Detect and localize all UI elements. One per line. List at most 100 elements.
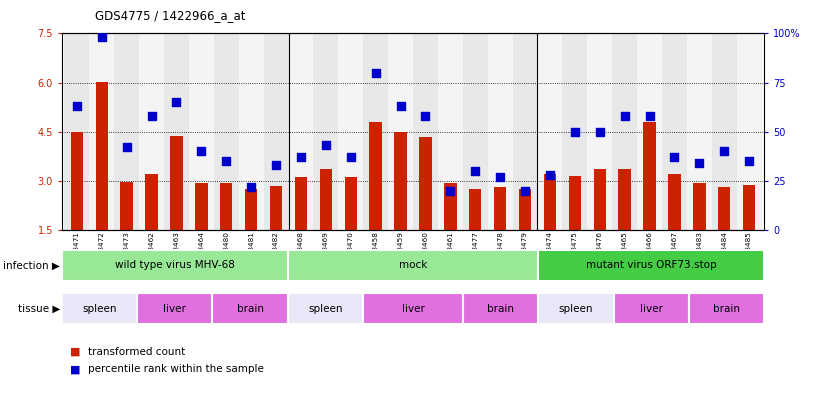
Point [320,142,333,149]
Bar [568,176,581,230]
Bar [263,33,288,230]
Text: GDS4775 / 1422966_a_at: GDS4775 / 1422966_a_at [95,9,245,22]
Bar [687,33,712,230]
Bar [463,293,539,324]
Bar [444,184,457,230]
Text: liver: liver [401,303,425,314]
Point [294,154,307,160]
Bar [189,33,214,230]
Bar [563,33,587,230]
Point [544,172,557,178]
Text: spleen: spleen [558,303,593,314]
Point [344,154,358,160]
Point [618,113,631,119]
Point [394,103,407,109]
Bar [539,293,614,324]
Text: percentile rank within the sample: percentile rank within the sample [88,364,264,375]
Text: brain: brain [487,303,515,314]
Point [369,70,382,76]
Bar [420,136,432,230]
Point [693,160,706,166]
Bar [469,189,482,230]
Bar [288,33,313,230]
Bar [394,132,406,230]
Point [419,113,432,119]
Point [444,187,457,194]
Point [170,99,183,105]
Point [269,162,282,168]
Text: ■: ■ [70,347,81,357]
Point [667,154,681,160]
Bar [612,33,637,230]
Bar [438,33,463,230]
Text: transformed count: transformed count [88,347,186,357]
Bar [139,33,164,230]
Bar [737,33,762,230]
Bar [145,174,158,230]
Bar [519,189,531,230]
Point [718,148,731,154]
Point [195,148,208,154]
Bar [313,33,339,230]
Bar [662,33,687,230]
Text: brain: brain [713,303,740,314]
Bar [513,33,538,230]
Point [643,113,656,119]
Point [593,129,606,135]
Bar [195,184,207,230]
Bar [619,169,631,230]
Bar [363,293,463,324]
Bar [71,132,83,230]
Bar [743,185,755,230]
Bar [287,293,363,324]
Text: spleen: spleen [308,303,343,314]
Text: liver: liver [640,303,662,314]
Bar [62,250,287,281]
Bar [693,184,705,230]
Point [145,113,159,119]
Bar [689,293,764,324]
Bar [344,177,357,230]
Text: tissue ▶: tissue ▶ [18,303,60,314]
Bar [463,33,487,230]
Bar [137,293,212,324]
Bar [363,33,388,230]
Bar [239,33,263,230]
Bar [170,136,183,230]
Point [95,34,108,40]
Bar [320,169,332,230]
Text: spleen: spleen [83,303,116,314]
Bar [212,293,287,324]
Point [120,144,133,151]
Bar [270,185,282,230]
Bar [544,174,556,230]
Bar [114,33,139,230]
Point [743,158,756,164]
Bar [287,250,539,281]
Bar [614,293,689,324]
Point [468,168,482,174]
Text: liver: liver [164,303,186,314]
Bar [89,33,114,230]
Bar [220,184,232,230]
Bar [587,33,612,230]
Bar [339,33,363,230]
Bar [718,187,730,230]
Bar [539,250,764,281]
Text: ■: ■ [70,364,81,375]
Bar [538,33,563,230]
Bar [594,169,606,230]
Bar [214,33,239,230]
Bar [96,81,108,230]
Bar [637,33,662,230]
Bar [643,123,656,230]
Point [244,184,258,190]
Bar [62,293,137,324]
Text: brain: brain [236,303,263,314]
Point [220,158,233,164]
Bar [388,33,413,230]
Bar [245,189,258,230]
Bar [494,187,506,230]
Text: mock: mock [399,260,427,270]
Bar [295,177,307,230]
